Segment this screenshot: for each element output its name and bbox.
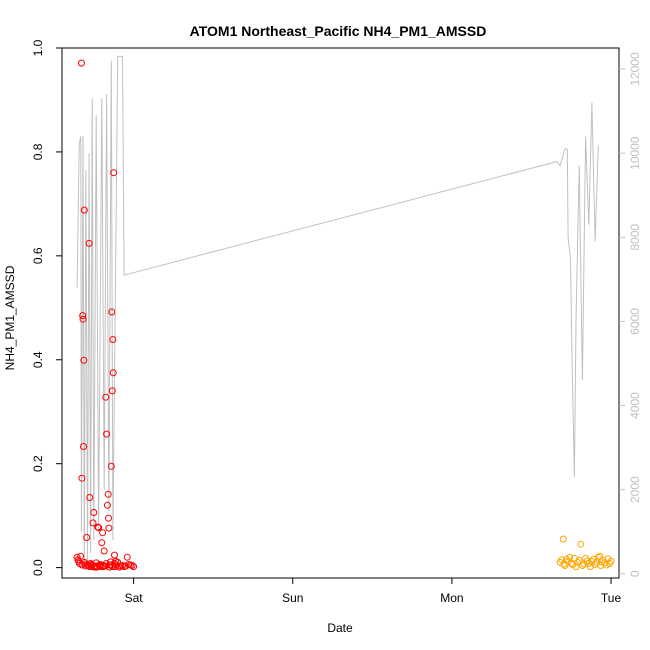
data-point-red (99, 529, 107, 537)
y2-tick-label: 10000 (628, 136, 642, 170)
data-point-red (98, 539, 106, 547)
data-point-red (109, 369, 117, 377)
data-point-red (80, 206, 88, 214)
data-point-orange (566, 553, 574, 561)
x-tick-label: Sun (282, 591, 303, 605)
data-point-red (130, 563, 138, 571)
data-point-orange (575, 556, 583, 564)
data-point-orange (574, 558, 582, 566)
y-tick-label: 0.2 (31, 455, 45, 472)
data-point-red (86, 563, 94, 571)
y2-tick-label: 8000 (628, 224, 642, 251)
data-point-red (90, 509, 98, 516)
y-tick-label: 0.6 (31, 247, 45, 264)
y2-tick-label: 2000 (628, 476, 642, 503)
data-point-orange (594, 553, 602, 561)
series-line (76, 55, 599, 566)
data-point-red (111, 551, 118, 559)
data-point-red (107, 561, 115, 569)
y-tick-label: 1.0 (31, 39, 45, 56)
data-point-red (83, 534, 91, 541)
y-axis-label: NH4_PM1_AMSSD (3, 265, 17, 370)
data-point-red (80, 443, 87, 450)
x-tick-label: Tue (601, 591, 622, 605)
data-point-red (86, 494, 94, 501)
data-point-red (79, 315, 87, 323)
y-tick-label: 0.4 (31, 351, 45, 368)
plot-area (73, 55, 615, 571)
data-point-red (112, 557, 120, 565)
data-point-red (79, 312, 87, 320)
data-point-red (77, 552, 85, 560)
data-point-red (78, 474, 86, 482)
data-point-red (109, 563, 117, 571)
data-point-red (105, 514, 112, 522)
data-point-orange (559, 535, 567, 543)
data-point-red (84, 562, 92, 569)
data-point-red (77, 59, 85, 67)
data-point-red (102, 393, 110, 401)
data-point-red (104, 490, 112, 498)
y-tick-label: 0.8 (31, 143, 45, 160)
x-axis-label: Date (327, 621, 353, 635)
y-axis-left: 0.0 0.2 0.4 0.6 0.8 1.0 (31, 39, 62, 576)
data-point-orange (577, 540, 585, 548)
y2-tick-label: 12000 (628, 52, 642, 86)
data-point-red (85, 239, 93, 247)
y-tick-label: 0.0 (31, 559, 45, 576)
data-point-red (128, 562, 136, 569)
data-point-red (109, 336, 117, 343)
data-point-red (108, 387, 116, 395)
x-tick-label: Sat (125, 591, 144, 605)
data-point-orange (598, 558, 605, 566)
x-axis: Sat Sun Mon Tue (125, 578, 622, 605)
y2-tick-label: 0 (628, 570, 642, 577)
data-point-orange (578, 562, 586, 569)
data-point-red (105, 524, 113, 532)
y2-tick-label: 4000 (628, 392, 642, 419)
data-point-red (123, 553, 131, 561)
data-point-orange (602, 561, 610, 569)
chart-title: ATOM1 Northeast_Pacific NH4_PM1_AMSSD (190, 23, 487, 39)
y2-tick-label: 6000 (628, 308, 642, 335)
data-point-red (100, 547, 108, 555)
data-point-red (103, 501, 111, 509)
data-point-red (89, 519, 97, 527)
data-point-red (105, 563, 113, 571)
data-point-orange (572, 563, 580, 571)
x-tick-label: Mon (440, 591, 463, 605)
data-point-red (107, 462, 115, 470)
data-point-red (80, 356, 88, 364)
data-point-red (103, 430, 111, 438)
data-point-orange (606, 560, 613, 567)
data-point-orange (607, 557, 615, 565)
plot-frame (61, 47, 620, 579)
data-point-red (108, 308, 116, 316)
y-axis-right: 0 2000 4000 6000 8000 10000 12000 (619, 52, 642, 577)
data-point-red (95, 524, 103, 532)
data-point-red (110, 169, 118, 177)
